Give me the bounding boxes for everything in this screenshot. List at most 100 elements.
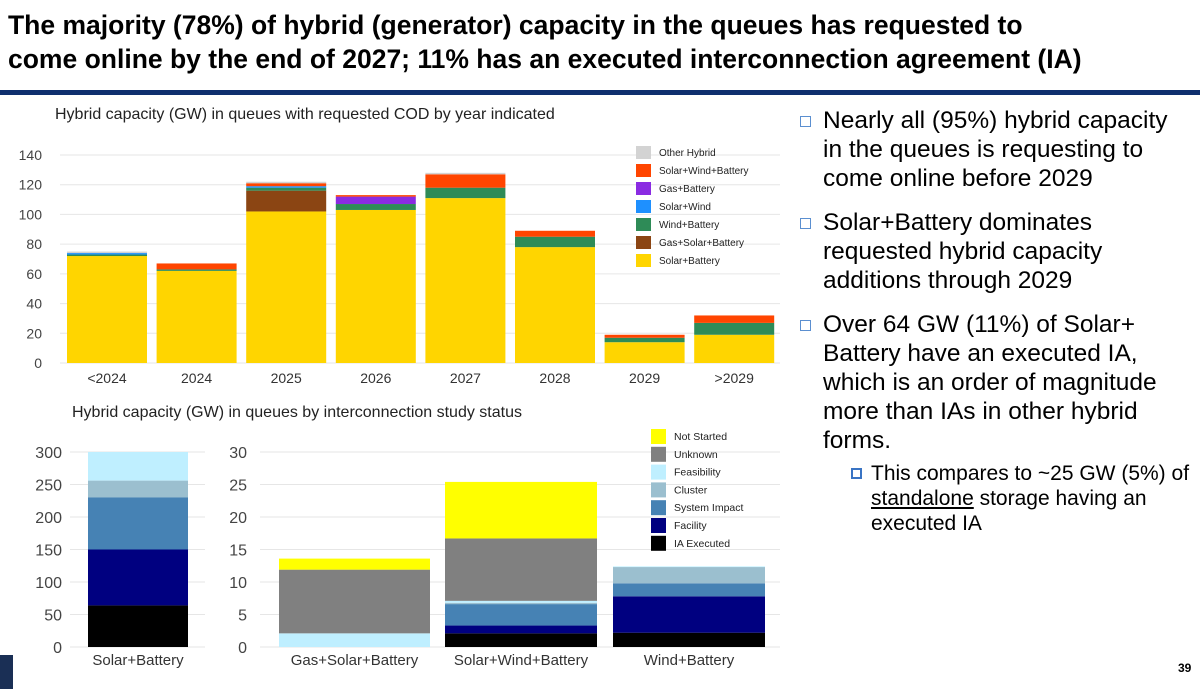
legend-label: IA Executed: [674, 538, 730, 550]
y-tick-label: 25: [229, 478, 247, 495]
bar-segment-wind-battery: [335, 204, 416, 210]
legend-label: Not Started: [674, 431, 727, 443]
bar-segment-feasibility: [279, 633, 430, 647]
legend-swatch: [636, 164, 651, 177]
bar-segment-not-started: [445, 481, 597, 539]
bar-segment-wind-battery: [425, 187, 506, 199]
legend-swatch: [651, 535, 666, 551]
bar-segment-other-hybrid: [67, 251, 147, 254]
bar-segment-solar-battery: [156, 270, 237, 363]
legend-swatch: [651, 518, 666, 533]
bar-segment-solar-battery: [335, 209, 416, 363]
logo: [0, 655, 13, 689]
legend-swatch: [651, 500, 666, 516]
bar-segment-system-impact: [613, 583, 765, 597]
legend-label: Cluster: [674, 484, 708, 496]
bar-segment-feasibility: [445, 600, 597, 603]
bar-segment-cluster: [445, 602, 597, 605]
y-tick-label: 100: [19, 206, 43, 222]
slide-title: The majority (78%) of hybrid (generator)…: [8, 8, 1082, 76]
bullet-item: Nearly all (95%) hybrid capacity in the …: [800, 106, 1190, 193]
bar-segment-solar-wind-battery: [604, 334, 685, 338]
sub-bullet-item: This compares to ~25 GW (5%) of standalo…: [823, 461, 1190, 536]
x-tick-label: <2024: [87, 370, 127, 386]
y-tick-label: 0: [53, 640, 62, 657]
title-line-1: The majority (78%) of hybrid (generator)…: [8, 10, 1023, 40]
bar-segment-ia-executed: [613, 632, 765, 647]
y-tick-label: 150: [35, 543, 62, 560]
y-tick-label: 20: [229, 510, 247, 527]
sub-bullet-underlined: standalone: [871, 487, 974, 510]
legend-swatch: [651, 464, 666, 480]
bullet-list: Nearly all (95%) hybrid capacity in the …: [800, 106, 1190, 551]
bar-segment-ia-executed: [445, 633, 597, 647]
bar-segment-solar-battery: [694, 334, 775, 363]
x-tick-label: 2028: [539, 370, 570, 386]
sub-bullet-text: This compares to ~25 GW (5%) of: [871, 462, 1190, 485]
legend-swatch: [651, 429, 666, 444]
y-tick-label: 30: [229, 445, 247, 462]
bar-segment-solar-battery: [425, 198, 506, 363]
y-tick-label: 100: [35, 575, 62, 592]
bar-segment-system-impact: [445, 604, 597, 626]
x-tick-label: Wind+Battery: [644, 652, 735, 669]
bar-segment-solar-wind-battery: [335, 195, 416, 197]
bar-segment-wind-battery: [694, 322, 775, 335]
bar-segment-wind-battery: [604, 337, 685, 343]
bar-segment-feasibility: [613, 566, 765, 568]
y-tick-label: 0: [238, 640, 247, 657]
bar-segment-gas-battery: [335, 196, 416, 205]
y-tick-label: 140: [19, 147, 43, 163]
legend-swatch: [636, 218, 651, 231]
bar-segment-solar-battery: [515, 247, 595, 363]
bar-segment-system-impact: [88, 497, 188, 550]
bar-segment-cluster: [613, 567, 765, 584]
x-tick-label: Gas+Solar+Battery: [291, 652, 419, 669]
legend-label: Solar+Wind+Battery: [659, 166, 749, 177]
x-tick-label: 2026: [360, 370, 391, 386]
legend-label: System Impact: [674, 502, 744, 514]
x-tick-label: 2027: [450, 370, 481, 386]
bar-segment-facility: [445, 625, 597, 634]
legend-label: Facility: [674, 520, 707, 532]
legend-label: Solar+Wind: [659, 202, 711, 213]
top-chart-title: Hybrid capacity (GW) in queues with requ…: [55, 106, 555, 123]
bar-segment-solar-wind-battery: [425, 174, 506, 188]
bar-segment-ia-executed: [88, 605, 188, 647]
legend-label: Unknown: [674, 449, 718, 461]
y-tick-label: 50: [44, 608, 62, 625]
bar-segment-facility: [613, 596, 765, 633]
square-sub-bullet-icon: [851, 468, 862, 479]
bar-segment-solar-wind: [67, 253, 147, 255]
y-tick-label: 40: [26, 296, 42, 312]
y-tick-label: 80: [26, 236, 42, 252]
bar-segment-other-hybrid: [246, 181, 327, 184]
legend-swatch: [636, 236, 651, 249]
bar-segment-cluster: [88, 480, 188, 498]
y-tick-label: 300: [35, 445, 62, 462]
x-tick-label: 2024: [181, 370, 212, 386]
bar-segment-unknown: [279, 569, 430, 634]
bar-segment-solar-wind-battery: [694, 315, 775, 323]
y-tick-label: 200: [35, 510, 62, 527]
bar-segment-solar-battery: [67, 256, 147, 363]
legend-label: Gas+Battery: [659, 184, 715, 195]
bar-segment-gas-solar-battery: [246, 190, 327, 212]
square-bullet-icon: [800, 218, 811, 229]
bar-segment-wind-battery: [515, 236, 595, 248]
bar-segment-solar-wind-battery: [156, 263, 237, 270]
x-tick-label: >2029: [715, 370, 755, 386]
sub-bullet-text-end: storage having an executed IA: [871, 487, 1147, 535]
bar-segment-solar-battery: [246, 211, 327, 363]
legend-swatch: [636, 146, 651, 159]
legend-label: Gas+Solar+Battery: [659, 238, 744, 249]
title-divider: [0, 90, 1200, 95]
bar-segment-facility: [88, 549, 188, 606]
x-tick-label: 2029: [629, 370, 660, 386]
y-tick-label: 120: [19, 177, 43, 193]
x-tick-label: Solar+Battery: [92, 652, 184, 669]
bar-segment-feasibility: [88, 452, 188, 481]
bullet-item: Solar+Battery dominates requested hybrid…: [800, 208, 1190, 295]
bar-segment-solar-wind-battery: [246, 183, 327, 187]
